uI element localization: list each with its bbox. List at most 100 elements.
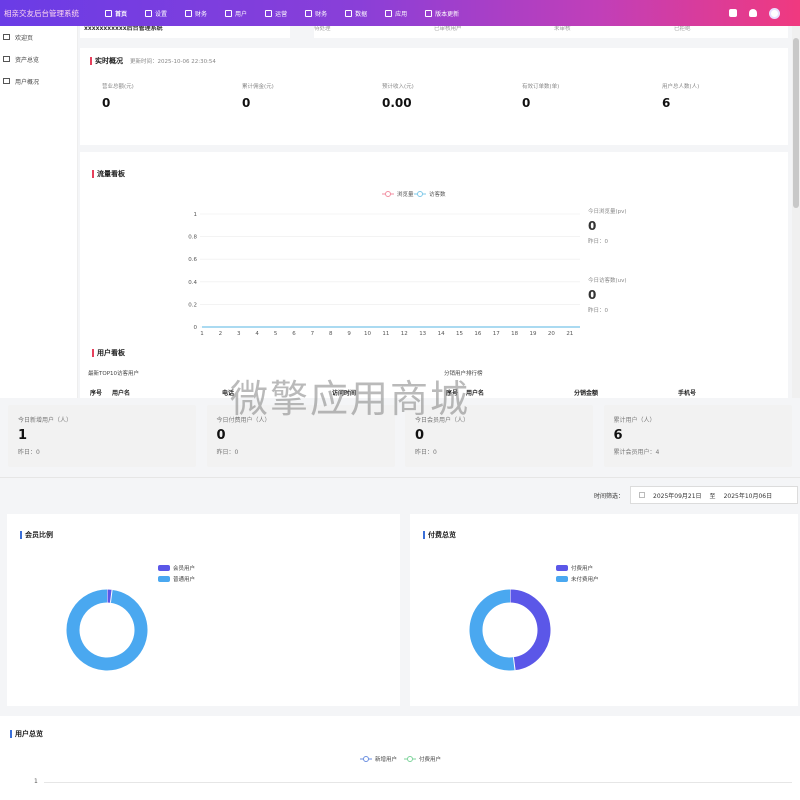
bell-icon[interactable] <box>749 9 757 17</box>
main-content: xxxxxxxxxxx后台管理系统 待处理 已审核用户 未审核 已拒绝 实时概况 更新… <box>80 26 790 398</box>
divider <box>0 477 800 478</box>
nav-item-6[interactable]: 数据 <box>336 0 376 26</box>
metric-label: 累计佣金(元) <box>242 84 274 90</box>
stat-card: 累计用户（人） 6 累计会员用户：4 <box>603 405 792 467</box>
table-header-cell: 电话 <box>222 390 235 397</box>
legend-item[interactable]: 访客数 <box>414 190 446 198</box>
user-icon <box>225 9 233 17</box>
welcome-icon <box>3 34 10 40</box>
sidebar: 欢迎页 资产总览用户概况 <box>0 26 78 398</box>
table-header-cell: 序号 <box>90 390 103 397</box>
legend-new-users[interactable]: 新增用户 <box>360 755 397 763</box>
x-tick-label: 20 <box>548 331 555 337</box>
stat-value: 0 <box>216 428 226 443</box>
traffic-title: 流量看板 <box>92 169 125 179</box>
x-tick-label: 14 <box>438 331 445 337</box>
trash-icon[interactable] <box>729 9 737 17</box>
legend-label: 浏览量 <box>397 190 414 198</box>
payment-overview-card: 付费总览 付费用户 未付费用户 <box>410 514 798 706</box>
x-tick-label: 5 <box>274 331 278 337</box>
stat-sub: 昨日：0 <box>216 449 239 456</box>
traffic-card: 流量看板 浏览量 访客数 0 0.2 0.4 0.6 0.8 1 1 2 3 4 5 6 7 8 9 10 11 12… <box>80 152 788 352</box>
table-header-cell: 序号 <box>446 390 459 397</box>
operation-icon <box>265 9 273 17</box>
metric-label: 用户总人数(人) <box>662 84 700 90</box>
pv-panel: 今日浏览量(pv) 0 昨日：0 <box>588 207 627 245</box>
legend-swatch <box>556 564 568 571</box>
metric-value: 0 <box>102 96 111 110</box>
legend-item[interactable]: 会员用户 <box>158 562 195 573</box>
sidebar-item-label: 用户概况 <box>15 78 40 86</box>
legend-item[interactable]: 未付费用户 <box>556 573 599 584</box>
stat-value: 6 <box>613 428 623 443</box>
legend-item[interactable]: 付费用户 <box>556 562 599 573</box>
metric-value: 0 <box>522 96 531 110</box>
x-tick-label: 4 <box>255 331 259 337</box>
donut-slice-1[interactable] <box>66 589 148 671</box>
nav-item-1[interactable]: 设置 <box>136 0 176 26</box>
nav-item-5[interactable]: 财务 <box>296 0 336 26</box>
home-icon <box>105 9 112 17</box>
table-header-cell: 用户名 <box>466 390 485 397</box>
realtime-title: 实时概况 更新时间：2025-10-06 22:30:54 <box>90 56 216 66</box>
donut-slice-1[interactable] <box>469 589 516 671</box>
strip-item[interactable]: 已审核用户 <box>434 26 462 32</box>
nav-item-2[interactable]: 财务 <box>176 0 216 26</box>
asset-icon <box>3 56 10 62</box>
strip-item[interactable]: 已拒绝 <box>674 26 691 32</box>
legend-item[interactable]: 普通用户 <box>158 573 195 584</box>
sidebar-item-0[interactable]: 欢迎页 <box>0 26 77 48</box>
sidebar-item-2[interactable]: 用户概况 <box>0 70 77 92</box>
stat-value: 1 <box>18 428 28 443</box>
nav-item-label: 设置 <box>155 10 168 18</box>
strip-item[interactable]: 未审核 <box>554 26 571 32</box>
realtime-title-text: 实时概况 <box>95 57 123 65</box>
sidebar-item-1[interactable]: 资产总览 <box>0 48 77 70</box>
y-tick-label: 0 <box>194 325 198 331</box>
wallet-icon <box>185 9 193 17</box>
finance-icon <box>305 9 313 17</box>
legend-paid-users[interactable]: 付费用户 <box>404 755 441 763</box>
user-board-title-text: 用户看板 <box>97 349 125 357</box>
table-header-cell: 分销金额 <box>574 390 599 397</box>
scrollbar[interactable] <box>792 26 800 398</box>
legend-label: 普通用户 <box>173 576 196 583</box>
slice-separator <box>512 657 516 671</box>
legend-item[interactable]: 浏览量 <box>382 190 414 198</box>
stat-value: 0 <box>415 428 425 443</box>
metric-label: 有效订单数(单) <box>522 84 560 90</box>
pv-label: 今日浏览量(pv) <box>588 209 627 215</box>
y-tick-label: 1 <box>34 778 38 785</box>
strip-items: 待处理 已审核用户 未审核 已拒绝 <box>314 26 788 38</box>
metric-value: 0.00 <box>382 96 412 110</box>
stat-card: 今日新增用户（人） 1 昨日：0 <box>8 405 196 467</box>
nav-item-7[interactable]: 应用 <box>376 0 416 26</box>
x-tick-label: 21 <box>566 331 573 337</box>
strip-title: xxxxxxxxxxx后台管理系统 <box>80 26 290 38</box>
pv-yesterday: 昨日：0 <box>588 239 608 245</box>
slice-separator <box>109 589 113 603</box>
uv-yesterday: 昨日：0 <box>588 308 608 314</box>
stat-label: 今日新增用户（人） <box>18 417 73 424</box>
user-board-title: 用户看板 <box>92 348 125 358</box>
realtime-card: 实时概况 更新时间：2025-10-06 22:30:54 营业总额(元) 0 累计… <box>80 48 788 145</box>
x-tick-label: 12 <box>401 331 408 337</box>
metric-label: 营业总额(元) <box>102 84 134 90</box>
user-board-card: 用户看板 最新TOP10访客用户 分销用户排行榜 序号 用户名 电话 访问时间 序号用… <box>80 336 788 398</box>
strip-item[interactable]: 待处理 <box>314 26 331 32</box>
avatar[interactable] <box>769 7 780 19</box>
date-range-picker[interactable]: 2025年09月21日 至 2025年10月06日 <box>630 486 798 504</box>
x-tick-label: 15 <box>456 331 463 337</box>
nav-item-3[interactable]: 用户 <box>216 0 256 26</box>
user-overview-title-text: 用户总览 <box>15 730 43 738</box>
nav-item-0[interactable]: 首页 <box>96 0 136 26</box>
time-filter: 时间筛选： 2025年09月21日 至 2025年10月06日 <box>594 486 798 504</box>
pv-value: 0 <box>588 219 597 233</box>
nav-item-8[interactable]: 版本更新 <box>416 0 468 26</box>
user-overview-legend: 新增用户 付费用户 <box>360 755 441 763</box>
donut-slice-0[interactable] <box>509 589 551 671</box>
scrollbar-thumb[interactable] <box>793 38 799 208</box>
nav-item-4[interactable]: 运营 <box>256 0 296 26</box>
metric-value: 6 <box>662 96 671 110</box>
